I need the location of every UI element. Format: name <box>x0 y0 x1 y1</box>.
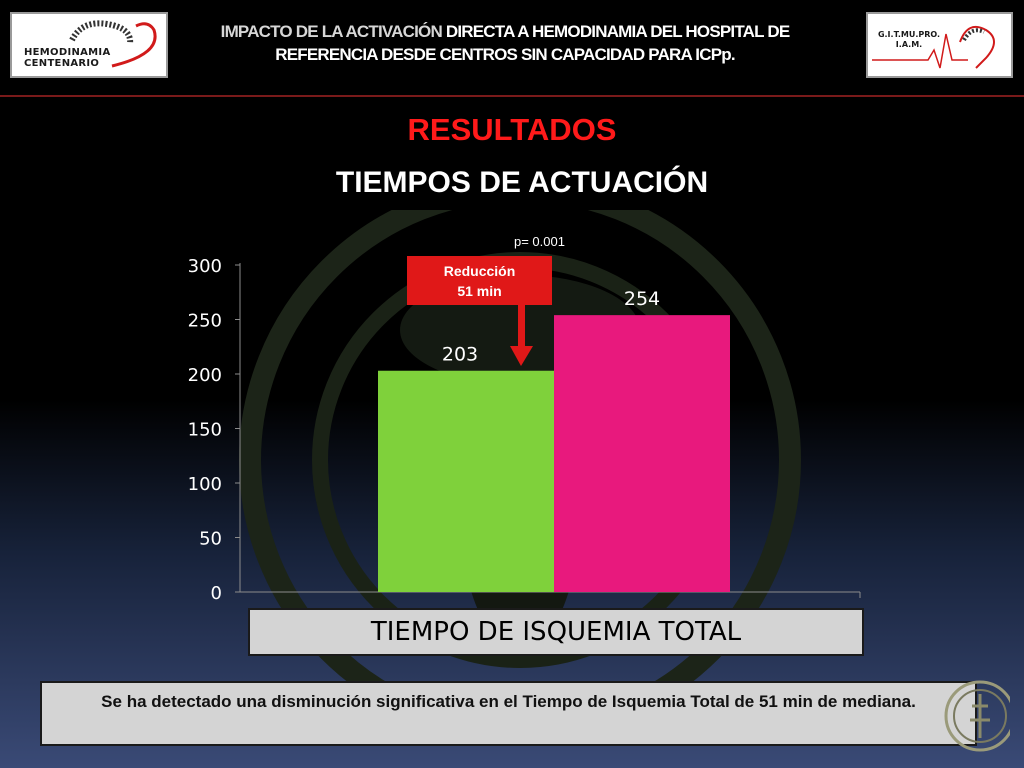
x-axis-label: TIEMPO DE ISQUEMIA TOTAL <box>248 608 864 656</box>
conclusion-text: Se ha detectado una disminución signific… <box>40 681 977 746</box>
ecg-heart-icon <box>872 26 995 69</box>
header-title-part-2: DIRECTA A HEMODINAMIA DEL HOSPITAL DE RE… <box>275 22 790 64</box>
header-title-part-1: IMPACTO DE LA ACTIVACIÓN <box>220 22 446 41</box>
section-title: RESULTADOS <box>407 112 617 147</box>
header-title: IMPACTO DE LA ACTIVACIÓN DIRECTA A HEMOD… <box>180 20 830 66</box>
heart-swoosh-icon <box>69 20 157 68</box>
y-tick-label: 250 <box>188 311 222 332</box>
bar-data-label: 254 <box>624 288 660 310</box>
y-tick-label: 150 <box>188 420 222 441</box>
reduction-line-2: 51 min <box>457 283 502 299</box>
y-tick-label: 100 <box>188 474 222 495</box>
gitmupro-iam-logo: G.I.T.MU.PRO. I.A.M. <box>866 12 1013 78</box>
logo-right-line-1: G.I.T.MU.PRO. <box>877 30 941 39</box>
y-tick-label: 50 <box>199 529 222 550</box>
logo-right-line-2: I.A.M. <box>895 40 923 49</box>
logo-left-line-1: HEMODINAMIA <box>24 47 111 58</box>
y-tick-label: 300 <box>188 256 222 277</box>
chart-subtitle: TIEMPOS DE ACTUACIÓN <box>335 166 709 199</box>
bar <box>378 370 554 592</box>
arrow-shaft <box>518 305 525 350</box>
p-value-label: p= 0.001 <box>514 234 565 249</box>
y-tick-label: 0 <box>211 583 222 604</box>
hemodinamia-centenario-logo: HEMODINAMIA CENTENARIO <box>10 12 168 78</box>
bar-data-label: 203 <box>442 344 478 366</box>
down-arrow-icon <box>510 346 533 366</box>
reduction-callout: Reducción 51 min <box>407 256 552 305</box>
bar <box>554 315 730 592</box>
y-tick-label: 200 <box>188 365 222 386</box>
logo-left-text: HEMODINAMIA CENTENARIO <box>24 47 111 69</box>
header-bar: HEMODINAMIA CENTENARIO IMPACTO DE LA ACT… <box>0 0 1024 97</box>
logo-left-line-2: CENTENARIO <box>24 58 100 69</box>
logo-right-text: G.I.T.MU.PRO. I.A.M. <box>876 30 942 50</box>
seal-emblem-icon <box>944 680 1010 752</box>
reduction-line-1: Reducción <box>443 263 516 279</box>
